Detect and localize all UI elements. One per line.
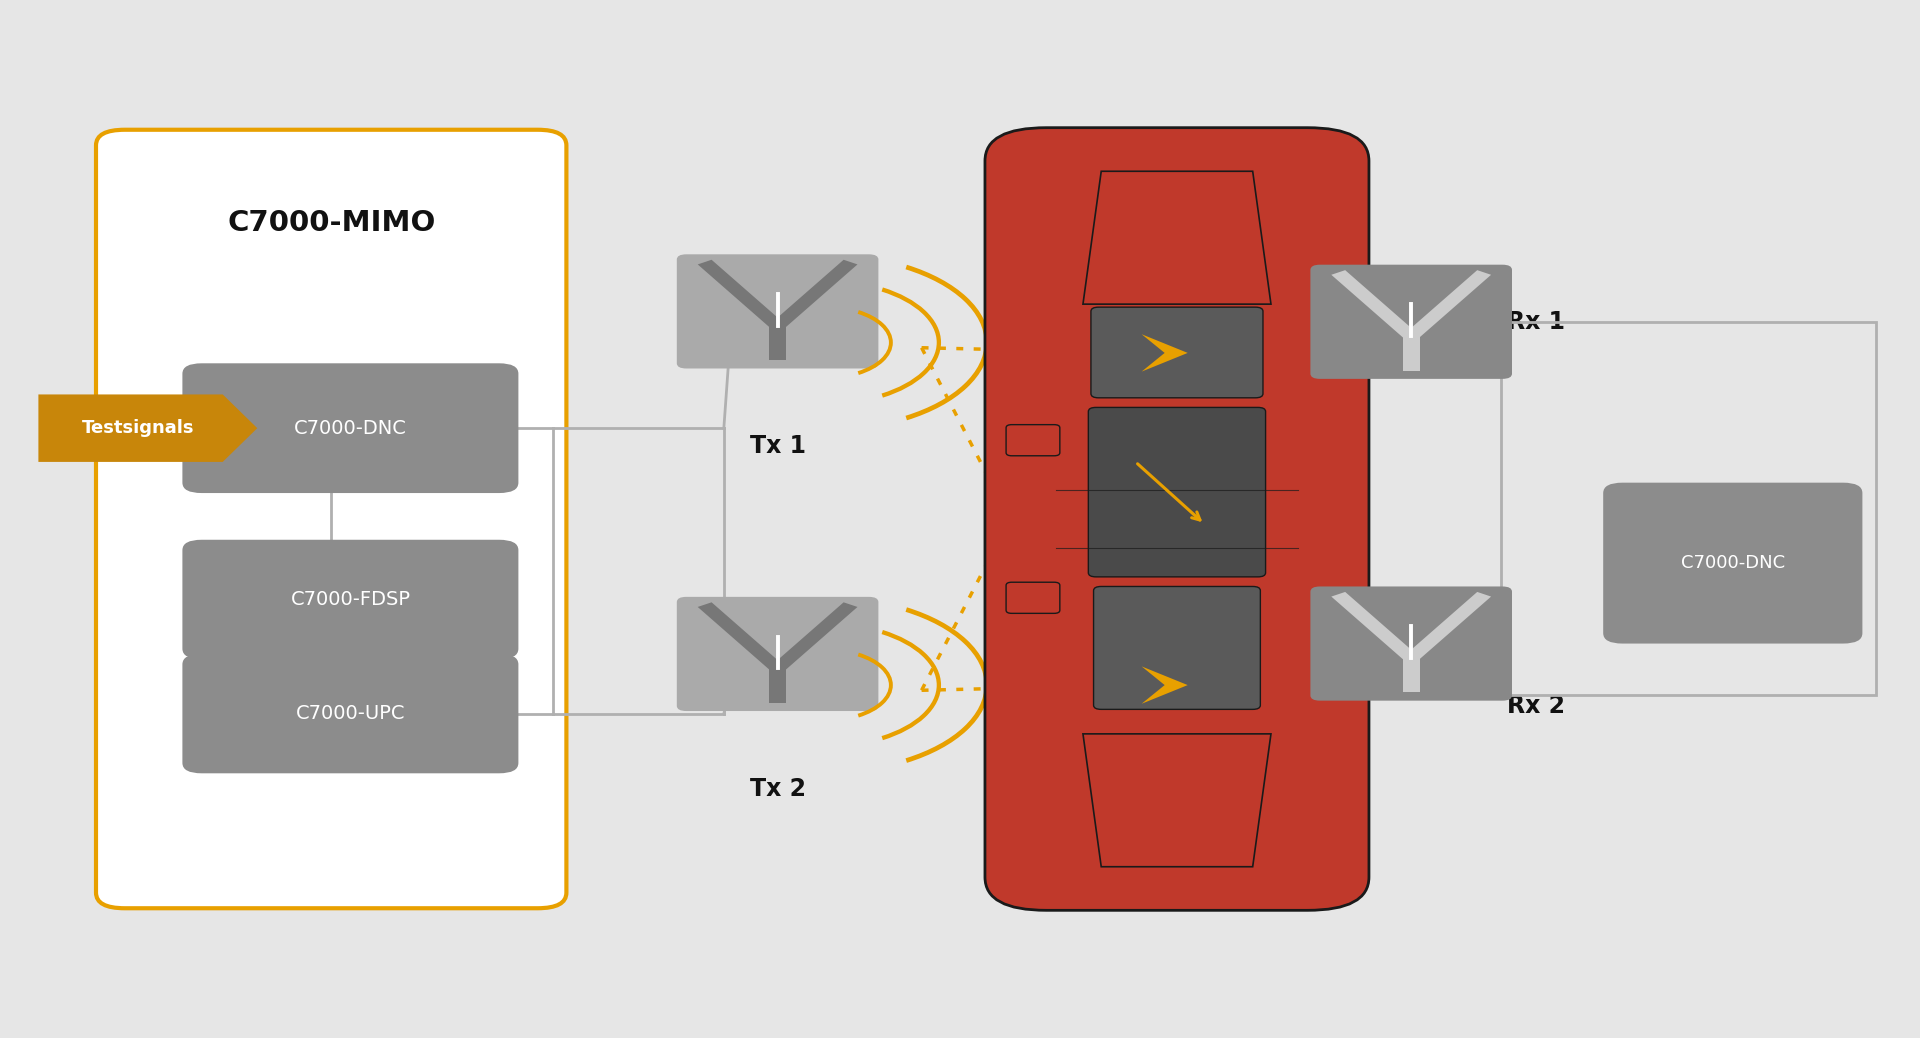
FancyBboxPatch shape <box>182 363 518 493</box>
Polygon shape <box>1142 334 1188 372</box>
Polygon shape <box>697 260 785 328</box>
Polygon shape <box>1331 592 1419 660</box>
FancyBboxPatch shape <box>182 654 518 773</box>
Polygon shape <box>770 602 858 671</box>
FancyBboxPatch shape <box>985 128 1369 910</box>
Text: C7000-DNC: C7000-DNC <box>1680 554 1786 572</box>
Polygon shape <box>768 668 787 703</box>
Polygon shape <box>1402 658 1419 692</box>
FancyBboxPatch shape <box>678 254 879 368</box>
Text: C7000-UPC: C7000-UPC <box>296 704 405 723</box>
Text: Rx 1: Rx 1 <box>1507 309 1565 334</box>
Polygon shape <box>38 394 257 462</box>
Text: Testsignals: Testsignals <box>83 419 194 437</box>
Polygon shape <box>1083 734 1271 867</box>
Text: Rx 2: Rx 2 <box>1507 693 1565 718</box>
FancyBboxPatch shape <box>96 130 566 908</box>
Polygon shape <box>1083 171 1271 304</box>
FancyBboxPatch shape <box>678 597 879 711</box>
FancyBboxPatch shape <box>1006 582 1060 613</box>
Polygon shape <box>697 602 785 671</box>
FancyBboxPatch shape <box>1006 425 1060 456</box>
Text: C7000-MIMO: C7000-MIMO <box>227 210 436 237</box>
Polygon shape <box>1404 270 1492 338</box>
Text: C7000-DNC: C7000-DNC <box>294 418 407 438</box>
Text: Tx 1: Tx 1 <box>749 434 806 459</box>
FancyBboxPatch shape <box>1091 307 1263 398</box>
Polygon shape <box>1402 336 1419 371</box>
Text: Tx 2: Tx 2 <box>749 776 806 801</box>
FancyBboxPatch shape <box>1603 483 1862 644</box>
FancyBboxPatch shape <box>1094 586 1260 709</box>
FancyBboxPatch shape <box>1309 265 1513 379</box>
Polygon shape <box>768 326 787 360</box>
FancyBboxPatch shape <box>1089 407 1265 577</box>
FancyBboxPatch shape <box>1309 586 1513 701</box>
Text: C7000-FDSP: C7000-FDSP <box>290 590 411 609</box>
FancyBboxPatch shape <box>182 540 518 659</box>
Polygon shape <box>1404 592 1492 660</box>
Polygon shape <box>1142 666 1188 704</box>
Polygon shape <box>770 260 858 328</box>
Polygon shape <box>1331 270 1419 338</box>
